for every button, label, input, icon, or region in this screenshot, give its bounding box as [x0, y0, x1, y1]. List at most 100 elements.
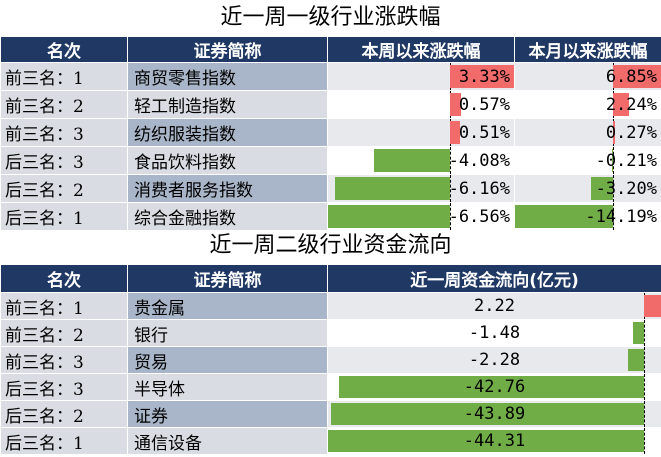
col-header-name: 证券简称 [127, 36, 328, 63]
security-name-cell: 纺织服装指数 [127, 118, 328, 147]
month-return-cell: 6.85% [514, 62, 661, 91]
security-name-cell: 消费者服务指数 [127, 174, 328, 203]
data-bar [374, 149, 450, 172]
fund-flow-cell: -42.76 [327, 373, 661, 401]
col-header-month-return: 本月以来涨跌幅 [514, 36, 661, 63]
fund-flow-cell: -1.48 [327, 319, 661, 347]
data-label: 0.27% [605, 122, 657, 143]
week-return-cell: 0.51% [327, 118, 515, 147]
zero-axis-line [450, 203, 451, 230]
data-label: -4.08% [448, 150, 510, 171]
table-row: 前三名：2 银行 -1.48 [0, 319, 661, 347]
col-header-name: 证券简称 [127, 264, 328, 293]
rank-cell: 后三名：3 [0, 373, 128, 401]
month-return-cell: -14.19% [514, 202, 661, 231]
rank-cell: 后三名：1 [0, 427, 128, 455]
data-bar [644, 295, 661, 317]
data-label: 6.85% [605, 66, 657, 87]
data-bar [330, 403, 644, 425]
week-return-cell: -6.56% [327, 202, 515, 231]
zero-axis-line [613, 203, 614, 230]
table-row: 后三名：1 通信设备 -44.31 [0, 427, 661, 455]
data-bar [450, 65, 514, 88]
data-label: 3.33% [458, 66, 510, 87]
data-bar [613, 65, 661, 88]
table-row: 前三名：1 商贸零售指数 3.33% 6.85% [0, 62, 661, 91]
data-label: -0.21% [595, 150, 657, 171]
security-name-cell: 贸易 [127, 346, 328, 374]
data-label: -43.89 [463, 404, 526, 424]
security-name-cell: 证券 [127, 400, 328, 428]
data-label: -44.31 [463, 431, 526, 451]
fund-flow-table: 名次 证券简称 近一周资金流向(亿元) 前三名：1 贵金属 2.22 前三名：2 银行 -… [0, 264, 661, 455]
data-bar [611, 149, 613, 172]
col-header-week-return: 本周以来涨跌幅 [327, 36, 515, 63]
data-bar [627, 349, 644, 371]
fund-flow-cell: 2.22 [327, 292, 661, 320]
rank-cell: 后三名：2 [0, 400, 128, 428]
data-label: 2.24% [605, 94, 657, 115]
fund-flow-cell: -44.31 [327, 427, 661, 455]
month-return-cell: 0.27% [514, 118, 661, 147]
zero-axis-line [644, 347, 645, 373]
data-label: -1.48 [468, 323, 521, 343]
rank-cell: 前三名：2 [0, 90, 128, 119]
security-name-cell: 商贸零售指数 [127, 62, 328, 91]
industry-return-table: 名次 证券简称 本周以来涨跌幅 本月以来涨跌幅 前三名：1 商贸零售指数 3.33%… [0, 36, 661, 231]
rank-cell: 后三名：3 [0, 146, 128, 175]
rank-cell: 前三名：2 [0, 319, 128, 347]
data-bar [339, 376, 644, 398]
data-label: -42.76 [463, 377, 526, 397]
data-bar [335, 177, 450, 200]
week-return-cell: -6.16% [327, 174, 515, 203]
week-return-cell: -4.08% [327, 146, 515, 175]
week-return-cell: 0.57% [327, 90, 515, 119]
data-bar [613, 93, 630, 116]
table-row: 后三名：2 证券 -43.89 [0, 400, 661, 428]
data-bar [613, 121, 615, 144]
data-label: -6.16% [448, 178, 510, 199]
table2-title: 近一周二级行业资金流向 [209, 233, 452, 258]
security-name-cell: 银行 [127, 319, 328, 347]
data-bar [450, 93, 462, 116]
zero-axis-line [613, 175, 614, 202]
rank-cell: 后三名：1 [0, 202, 128, 231]
data-label: 0.57% [458, 94, 510, 115]
col-header-flow: 近一周资金流向(亿元) [327, 264, 661, 293]
col-header-rank: 名次 [0, 36, 128, 63]
rank-cell: 后三名：2 [0, 174, 128, 203]
table-row: 前三名：3 纺织服装指数 0.51% 0.27% [0, 118, 661, 147]
data-bar [328, 205, 450, 228]
security-name-cell: 食品饮料指数 [127, 146, 328, 175]
table-row: 前三名：3 贸易 -2.28 [0, 346, 661, 374]
week-return-cell: 3.33% [327, 62, 515, 91]
security-name-cell: 轻工制造指数 [127, 90, 328, 119]
fund-flow-cell: -2.28 [327, 346, 661, 374]
table1-title: 近一周一级行业涨跌幅 [220, 5, 441, 30]
zero-axis-line [644, 401, 645, 427]
data-bar [328, 430, 644, 452]
data-bar [450, 121, 460, 144]
zero-axis-line [644, 320, 645, 346]
data-label: -2.28 [468, 350, 521, 370]
zero-axis-line [450, 175, 451, 202]
data-bar [590, 177, 613, 200]
month-return-cell: 2.24% [514, 90, 661, 119]
rank-cell: 前三名：3 [0, 118, 128, 147]
data-bar [515, 205, 613, 228]
table-row: 后三名：3 食品饮料指数 -4.08% -0.21% [0, 146, 661, 175]
month-return-cell: -0.21% [514, 146, 661, 175]
month-return-cell: -3.20% [514, 174, 661, 203]
table-row: 后三名：1 综合金融指数 -6.56% -14.19% [0, 202, 661, 231]
zero-axis-line [613, 147, 614, 174]
data-bar [633, 322, 644, 344]
security-name-cell: 贵金属 [127, 292, 328, 320]
table-row: 前三名：2 轻工制造指数 0.57% 2.24% [0, 90, 661, 119]
col-header-rank: 名次 [0, 264, 128, 293]
data-label: 2.22 [474, 296, 515, 316]
table-row: 后三名：2 消费者服务指数 -6.16% -3.20% [0, 174, 661, 203]
data-label: -6.56% [448, 206, 510, 227]
security-name-cell: 半导体 [127, 373, 328, 401]
table-row: 后三名：3 半导体 -42.76 [0, 373, 661, 401]
table-row: 前三名：1 贵金属 2.22 [0, 292, 661, 320]
